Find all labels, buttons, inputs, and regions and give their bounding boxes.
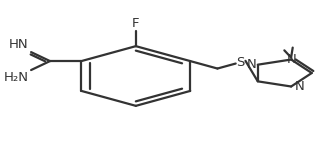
Text: N: N — [295, 80, 305, 93]
Text: S: S — [236, 56, 245, 69]
Text: H₂N: H₂N — [4, 71, 29, 84]
Text: HN: HN — [9, 38, 29, 51]
Text: F: F — [132, 17, 139, 31]
Text: N: N — [246, 58, 256, 71]
Text: N: N — [286, 53, 296, 66]
